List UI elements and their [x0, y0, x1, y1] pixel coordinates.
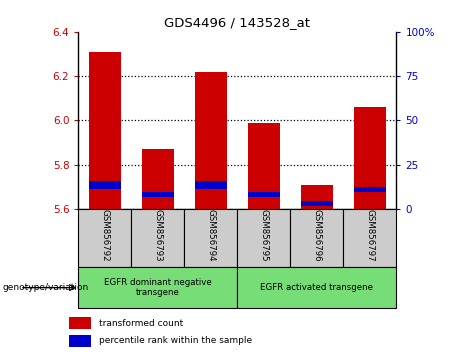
Bar [301, 184, 333, 209]
Bar [89, 181, 121, 189]
Bar [237, 267, 396, 308]
Bar [301, 201, 333, 206]
Bar [89, 52, 121, 209]
Bar [248, 122, 280, 209]
Text: EGFR activated transgene: EGFR activated transgene [260, 283, 373, 292]
Bar [237, 209, 290, 267]
Text: percentile rank within the sample: percentile rank within the sample [99, 336, 252, 345]
Text: transformed count: transformed count [99, 319, 183, 327]
Text: GSM856796: GSM856796 [313, 209, 321, 262]
Bar [184, 209, 237, 267]
Bar [248, 192, 280, 197]
Text: GSM856794: GSM856794 [207, 209, 215, 262]
Text: genotype/variation: genotype/variation [2, 283, 89, 292]
Bar [195, 72, 227, 209]
Bar [69, 317, 91, 329]
Bar [343, 209, 396, 267]
Text: GSM856792: GSM856792 [100, 209, 109, 262]
Bar [354, 187, 386, 192]
Text: GSM856793: GSM856793 [154, 209, 162, 262]
Bar [142, 149, 174, 209]
Text: GSM856797: GSM856797 [366, 209, 374, 262]
Text: EGFR dominant negative
transgene: EGFR dominant negative transgene [104, 278, 212, 297]
Bar [78, 209, 131, 267]
Bar [290, 209, 343, 267]
Text: GSM856795: GSM856795 [260, 209, 268, 262]
Bar [142, 192, 174, 197]
Bar [131, 209, 184, 267]
Bar [354, 107, 386, 209]
Bar [78, 267, 237, 308]
Title: GDS4496 / 143528_at: GDS4496 / 143528_at [165, 16, 310, 29]
Bar [195, 181, 227, 189]
Bar [69, 335, 91, 347]
